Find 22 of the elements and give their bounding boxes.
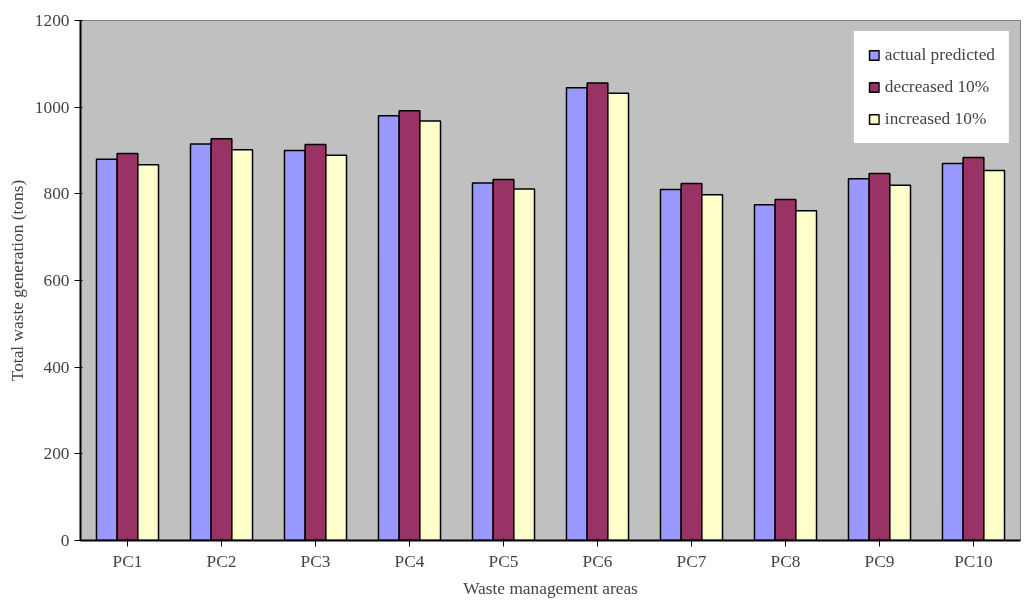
y-tick-label: 600 <box>43 271 70 290</box>
x-tick-label: PC6 <box>582 551 613 571</box>
y-tick-label: 200 <box>43 444 70 464</box>
y-tick-label: 0 <box>60 531 70 550</box>
x-tick-label: PC4 <box>394 551 425 571</box>
y-tick-label: 800 <box>43 184 70 204</box>
x-tick-label: PC5 <box>488 551 519 571</box>
y-tick-label: 400 <box>43 357 70 377</box>
x-tick-label: PC3 <box>300 551 331 571</box>
legend-label: decreased 10% <box>884 77 990 97</box>
y-axis-title: Total waste generation (tons) <box>7 179 27 382</box>
legend-label: actual predicted <box>884 45 995 65</box>
x-tick-label: PC10 <box>954 551 993 571</box>
y-tick-label: 1200 <box>34 11 70 30</box>
x-tick-label: PC1 <box>112 551 143 571</box>
x-tick-label: PC2 <box>206 551 237 571</box>
x-tick-label: PC7 <box>676 551 707 571</box>
y-tick-label: 1000 <box>34 97 70 117</box>
x-axis-title: Waste management areas <box>463 578 639 598</box>
x-tick-label: PC8 <box>770 551 801 571</box>
x-tick-label: PC9 <box>864 551 895 571</box>
legend-label: increased 10% <box>884 109 987 129</box>
